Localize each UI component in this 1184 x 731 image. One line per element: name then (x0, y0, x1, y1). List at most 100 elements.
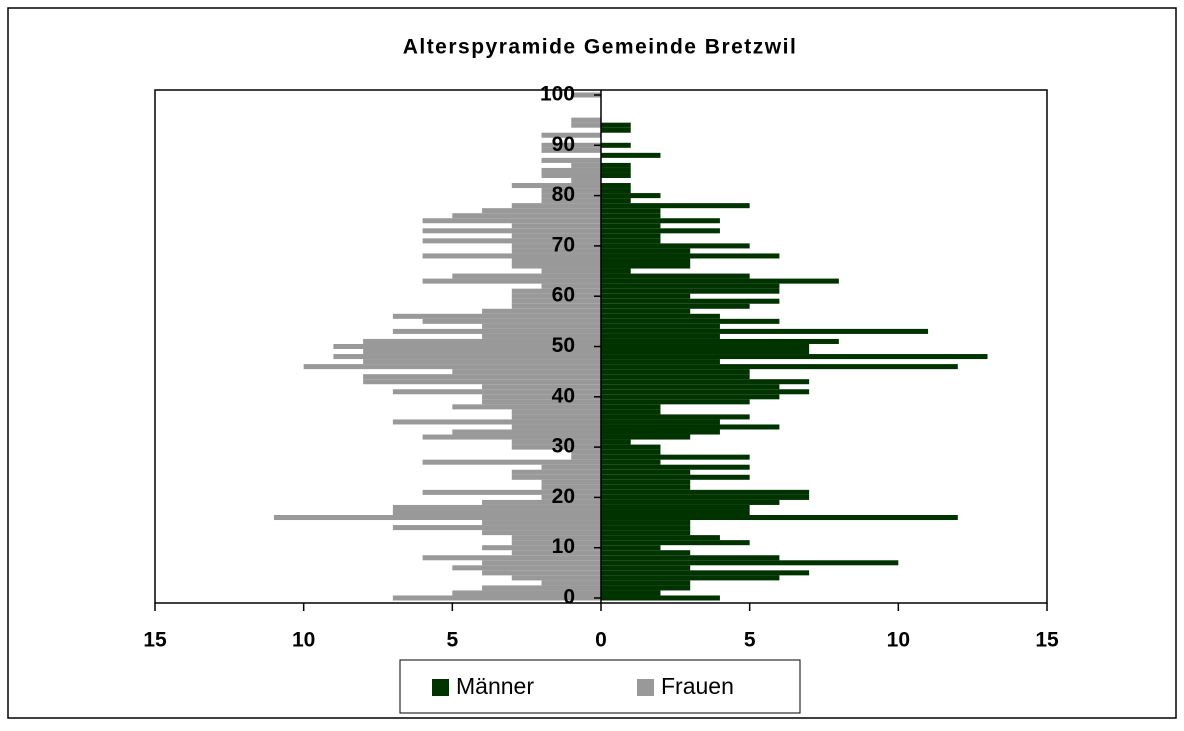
bar (422, 218, 601, 224)
bar (363, 379, 601, 385)
bar (541, 198, 601, 204)
bar (511, 293, 601, 299)
bar (601, 328, 929, 334)
bar (511, 248, 601, 254)
bar (601, 550, 691, 556)
bar (511, 439, 601, 445)
bar (601, 318, 780, 324)
bar (511, 263, 601, 269)
bar (601, 434, 691, 440)
bar (482, 384, 601, 390)
bar (422, 278, 601, 284)
bar (422, 489, 601, 495)
bar (571, 117, 601, 123)
bar (601, 509, 750, 516)
bar (333, 343, 601, 350)
bar (601, 560, 899, 566)
bar (541, 580, 601, 586)
bar (303, 364, 601, 370)
bar (511, 469, 601, 475)
bar (601, 238, 661, 244)
bar (601, 349, 810, 355)
bar (392, 595, 601, 601)
bar (601, 595, 720, 601)
bar (601, 213, 661, 219)
bar (541, 494, 601, 500)
bar (601, 449, 661, 455)
bar (541, 132, 601, 138)
bar (363, 374, 601, 380)
bar (511, 288, 601, 294)
bar (392, 328, 601, 334)
bar (601, 223, 661, 229)
y-tick-label: 0 (563, 586, 575, 609)
bar (601, 303, 750, 309)
bar (511, 550, 601, 556)
bar (601, 409, 661, 415)
bar (601, 585, 691, 591)
bar (601, 429, 720, 435)
y-tick-label: 20 (552, 485, 575, 508)
bar (601, 540, 750, 546)
bar (601, 183, 631, 189)
bar (541, 172, 601, 178)
x-tick-label: 10 (887, 629, 910, 652)
bar (601, 419, 720, 425)
bar (541, 167, 601, 173)
bar (571, 177, 601, 184)
bar (392, 389, 601, 395)
bar (601, 414, 750, 420)
y-tick-label: 60 (552, 284, 575, 307)
bar (601, 545, 661, 551)
bar (392, 525, 601, 531)
bar (601, 535, 720, 541)
bar (601, 424, 780, 430)
bar (601, 343, 810, 350)
bar (601, 298, 780, 304)
bar (541, 142, 601, 148)
y-tick-label: 80 (552, 183, 575, 206)
bar (601, 233, 661, 239)
bar (452, 369, 601, 375)
bar (601, 489, 810, 495)
bar (363, 338, 601, 344)
bar (601, 198, 631, 204)
bar (392, 504, 601, 510)
bar (482, 308, 601, 314)
bar (601, 122, 631, 128)
bar (392, 419, 601, 425)
bar (601, 263, 691, 269)
bar (601, 494, 810, 500)
bar (511, 203, 601, 209)
chart-title: Alterspyramide Gemeinde Bretzwil (403, 36, 798, 59)
bar (422, 555, 601, 561)
bar (422, 228, 601, 234)
bar (601, 188, 631, 194)
bar (333, 354, 601, 360)
y-tick-label: 70 (552, 233, 575, 256)
bar (482, 394, 601, 400)
bar (541, 157, 601, 163)
bar (601, 580, 691, 586)
y-tick-label: 40 (552, 384, 575, 407)
bar (601, 555, 780, 561)
bar (392, 313, 601, 319)
bar (601, 338, 839, 344)
bar (482, 545, 601, 551)
bar (422, 238, 601, 244)
bar (601, 570, 810, 576)
bar (601, 399, 750, 405)
bar (571, 454, 601, 460)
bar (601, 459, 661, 465)
bar (452, 429, 601, 435)
bar (601, 464, 750, 470)
bar (482, 208, 601, 214)
bar (601, 439, 631, 445)
x-tick-label: 15 (1035, 629, 1059, 652)
bar (541, 464, 601, 470)
bar (541, 268, 601, 274)
x-tick-label: 0 (595, 629, 607, 652)
bar (541, 283, 601, 289)
bar (541, 193, 601, 199)
